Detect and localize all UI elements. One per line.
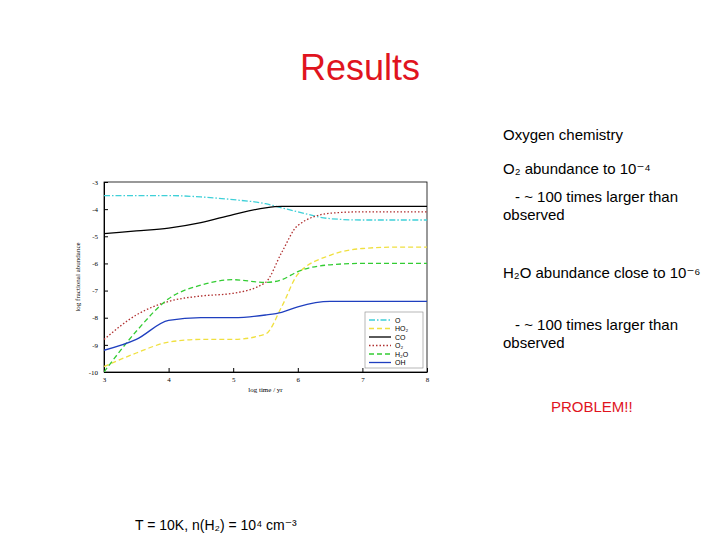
plot-lines xyxy=(104,196,427,372)
y-axis: -3 -4 -5 -6 -7 -8 -9 -10 xyxy=(89,179,108,377)
y-axis-line xyxy=(104,183,105,373)
x-tick-label: 8 xyxy=(426,376,430,384)
x-tick: 5 xyxy=(232,368,236,384)
legend-swatch xyxy=(369,319,391,320)
legend-swatch xyxy=(369,345,391,346)
legend-label: OH xyxy=(395,359,406,366)
y-tick-label: -9 xyxy=(92,342,98,350)
y-tick-mark xyxy=(104,236,108,237)
y-tick-label: -10 xyxy=(89,369,99,377)
series-line xyxy=(104,263,427,372)
x-tick-label: 6 xyxy=(297,376,301,384)
note-text: H₂O abundance close to 10⁻⁶ xyxy=(503,264,701,281)
note-text: Oxygen chemistry xyxy=(503,126,624,143)
y-tick-mark xyxy=(104,182,108,183)
x-tick-label: 4 xyxy=(167,376,171,384)
slide: Results Oxygen chemistry O₂ abundance to 1… xyxy=(0,0,720,540)
chart: 3 4 5 6 7 8 -3 -4 -5 -6 -7 -8 -9 -10 log time / yr log … xyxy=(74,179,430,394)
plot-frame xyxy=(104,182,427,372)
legend-swatch xyxy=(369,362,391,363)
x-tick-mark xyxy=(362,368,363,372)
x-tick-mark xyxy=(169,368,170,372)
y-tick-label: -7 xyxy=(92,287,98,295)
x-tick-mark xyxy=(233,368,234,372)
x-axis-line xyxy=(105,372,428,373)
y-tick: -4 xyxy=(92,206,108,214)
note-text: PROBLEM!! xyxy=(551,398,633,415)
series-line xyxy=(104,206,427,233)
y-tick-mark xyxy=(104,263,108,264)
x-tick-mark xyxy=(427,368,428,372)
note-text: O₂ abundance to 10⁻⁴ xyxy=(503,160,651,177)
x-tick-label: 5 xyxy=(232,376,236,384)
x-tick: 7 xyxy=(361,368,365,384)
legend-swatch xyxy=(369,336,391,337)
x-tick: 8 xyxy=(426,368,430,384)
legend-swatch xyxy=(369,328,391,329)
legend-label: H₂O xyxy=(395,351,409,358)
y-tick: -7 xyxy=(92,287,108,295)
legend-label: O₂ xyxy=(395,342,403,349)
x-tick: 6 xyxy=(297,368,301,384)
x-axis: 3 4 5 6 7 8 xyxy=(103,368,430,384)
slide-title: Results xyxy=(300,47,420,88)
x-tick-label: 3 xyxy=(103,376,107,384)
y-tick: -6 xyxy=(92,260,108,268)
y-tick-mark xyxy=(104,345,108,346)
legend-label: HO₂ xyxy=(395,325,409,332)
y-tick: -3 xyxy=(92,179,108,187)
y-tick-mark xyxy=(104,372,108,373)
legend-box xyxy=(365,312,423,368)
conditions-text: T = 10K, n(H₂) = 10⁴ cm⁻³ xyxy=(135,517,297,533)
y-tick: -9 xyxy=(92,342,108,350)
y-tick: -5 xyxy=(92,233,108,241)
x-tick: 4 xyxy=(167,368,171,384)
x-axis-title: log time / yr xyxy=(248,386,283,394)
y-tick-label: -3 xyxy=(92,179,98,187)
x-tick-mark xyxy=(298,368,299,372)
legend-swatch xyxy=(369,353,391,354)
y-tick-mark xyxy=(104,318,108,319)
y-tick-label: -8 xyxy=(92,314,98,322)
y-tick-mark xyxy=(104,291,108,292)
y-tick-label: -4 xyxy=(92,206,98,214)
y-axis-title: log fractional abundance xyxy=(74,242,82,311)
y-tick: -8 xyxy=(92,314,108,322)
note-text: - ~ 100 times larger thanobserved xyxy=(503,316,678,351)
note-text: - ~ 100 times larger thanobserved xyxy=(503,188,678,223)
x-tick-label: 7 xyxy=(361,376,365,384)
legend-label: O xyxy=(395,317,401,324)
legend: OHO₂ COO₂ H₂OOH xyxy=(365,312,423,368)
y-tick-label: -5 xyxy=(92,233,98,241)
y-tick-label: -6 xyxy=(92,260,98,268)
legend-label: CO xyxy=(395,334,406,341)
y-tick-mark xyxy=(104,209,108,210)
